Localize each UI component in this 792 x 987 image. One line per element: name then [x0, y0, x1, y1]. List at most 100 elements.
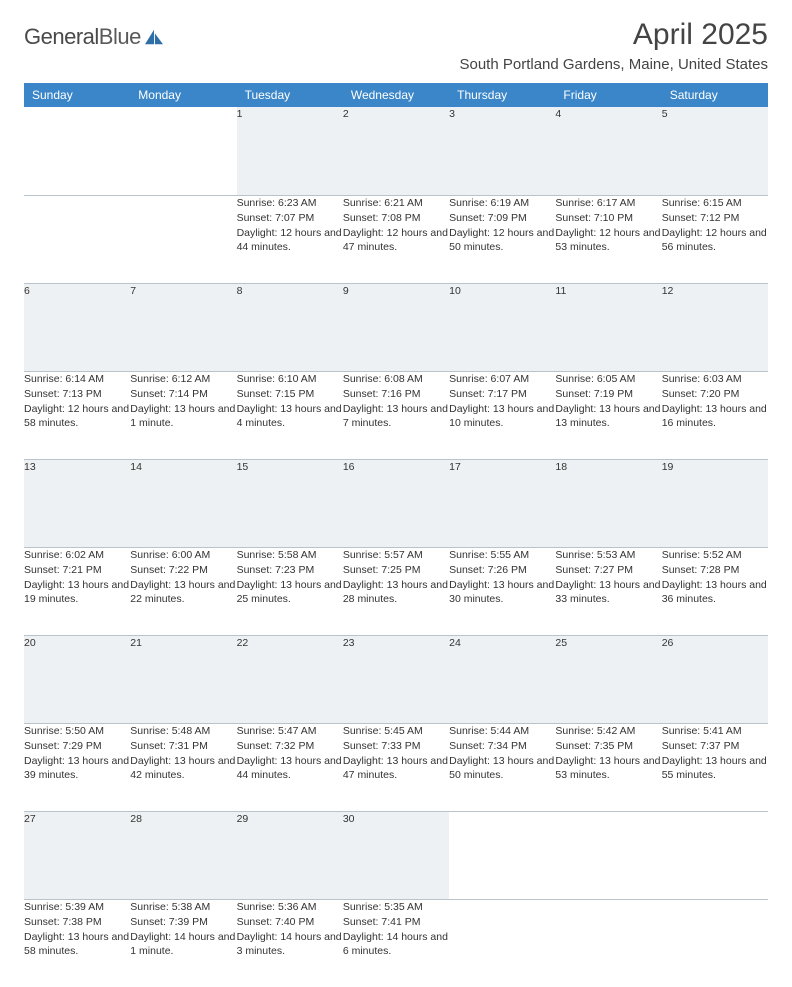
- sunrise-text: Sunrise: 5:41 AM: [662, 724, 768, 738]
- sunrise-text: Sunrise: 6:00 AM: [130, 548, 236, 562]
- sunset-text: Sunset: 7:35 PM: [555, 739, 661, 753]
- daylight-text: Daylight: 13 hours and 55 minutes.: [662, 754, 768, 782]
- day-number-cell: 10: [449, 283, 555, 371]
- day-content-cell: Sunrise: 5:36 AMSunset: 7:40 PMDaylight:…: [237, 899, 343, 987]
- day-number-cell: 6: [24, 283, 130, 371]
- day-content-cell: [24, 195, 130, 283]
- day-content-cell: Sunrise: 5:58 AMSunset: 7:23 PMDaylight:…: [237, 547, 343, 635]
- sunrise-text: Sunrise: 6:17 AM: [555, 196, 661, 210]
- day-content-cell: Sunrise: 5:52 AMSunset: 7:28 PMDaylight:…: [662, 547, 768, 635]
- day-content-cell: Sunrise: 6:08 AMSunset: 7:16 PMDaylight:…: [343, 371, 449, 459]
- sunset-text: Sunset: 7:32 PM: [237, 739, 343, 753]
- daylight-text: Daylight: 14 hours and 3 minutes.: [237, 930, 343, 958]
- daylight-text: Daylight: 13 hours and 36 minutes.: [662, 578, 768, 606]
- day-content-cell: Sunrise: 6:07 AMSunset: 7:17 PMDaylight:…: [449, 371, 555, 459]
- daylight-text: Daylight: 12 hours and 53 minutes.: [555, 226, 661, 254]
- sunrise-text: Sunrise: 6:02 AM: [24, 548, 130, 562]
- sunset-text: Sunset: 7:25 PM: [343, 563, 449, 577]
- col-wednesday: Wednesday: [343, 83, 449, 107]
- sunset-text: Sunset: 7:13 PM: [24, 387, 130, 401]
- day-content-cell: [130, 195, 236, 283]
- page-header: GeneralBlue April 2025 South Portland Ga…: [24, 18, 768, 73]
- sunrise-text: Sunrise: 6:15 AM: [662, 196, 768, 210]
- daylight-text: Daylight: 13 hours and 13 minutes.: [555, 402, 661, 430]
- day-number-cell: 13: [24, 459, 130, 547]
- day-content-cell: [555, 899, 661, 987]
- day-number-row: 6789101112: [24, 283, 768, 371]
- daylight-text: Daylight: 13 hours and 7 minutes.: [343, 402, 449, 430]
- day-content-cell: Sunrise: 5:38 AMSunset: 7:39 PMDaylight:…: [130, 899, 236, 987]
- daylight-text: Daylight: 13 hours and 44 minutes.: [237, 754, 343, 782]
- sunrise-text: Sunrise: 5:42 AM: [555, 724, 661, 738]
- brand-word-1: General: [24, 24, 99, 49]
- daylight-text: Daylight: 12 hours and 44 minutes.: [237, 226, 343, 254]
- sunrise-text: Sunrise: 5:48 AM: [130, 724, 236, 738]
- daylight-text: Daylight: 13 hours and 28 minutes.: [343, 578, 449, 606]
- day-number-cell: 25: [555, 635, 661, 723]
- daylight-text: Daylight: 12 hours and 50 minutes.: [449, 226, 555, 254]
- day-number-cell: 2: [343, 107, 449, 195]
- day-number-cell: 8: [237, 283, 343, 371]
- sunrise-text: Sunrise: 5:55 AM: [449, 548, 555, 562]
- day-content-row: Sunrise: 6:02 AMSunset: 7:21 PMDaylight:…: [24, 547, 768, 635]
- daylight-text: Daylight: 13 hours and 53 minutes.: [555, 754, 661, 782]
- daylight-text: Daylight: 12 hours and 47 minutes.: [343, 226, 449, 254]
- title-block: April 2025 South Portland Gardens, Maine…: [459, 18, 768, 73]
- day-number-row: 13141516171819: [24, 459, 768, 547]
- sunrise-text: Sunrise: 5:57 AM: [343, 548, 449, 562]
- day-content-cell: Sunrise: 6:23 AMSunset: 7:07 PMDaylight:…: [237, 195, 343, 283]
- daylight-text: Daylight: 13 hours and 4 minutes.: [237, 402, 343, 430]
- day-number-cell: [662, 811, 768, 899]
- sunset-text: Sunset: 7:09 PM: [449, 211, 555, 225]
- sunrise-text: Sunrise: 6:23 AM: [237, 196, 343, 210]
- day-number-cell: 3: [449, 107, 555, 195]
- daylight-text: Daylight: 13 hours and 50 minutes.: [449, 754, 555, 782]
- daylight-text: Daylight: 13 hours and 16 minutes.: [662, 402, 768, 430]
- day-content-cell: Sunrise: 5:42 AMSunset: 7:35 PMDaylight:…: [555, 723, 661, 811]
- daylight-text: Daylight: 13 hours and 22 minutes.: [130, 578, 236, 606]
- weekday-header-row: Sunday Monday Tuesday Wednesday Thursday…: [24, 83, 768, 107]
- calendar-page: GeneralBlue April 2025 South Portland Ga…: [0, 0, 792, 612]
- sunset-text: Sunset: 7:28 PM: [662, 563, 768, 577]
- sunset-text: Sunset: 7:27 PM: [555, 563, 661, 577]
- day-content-row: Sunrise: 5:50 AMSunset: 7:29 PMDaylight:…: [24, 723, 768, 811]
- sunset-text: Sunset: 7:33 PM: [343, 739, 449, 753]
- day-content-row: Sunrise: 6:23 AMSunset: 7:07 PMDaylight:…: [24, 195, 768, 283]
- day-number-row: 20212223242526: [24, 635, 768, 723]
- daylight-text: Daylight: 13 hours and 25 minutes.: [237, 578, 343, 606]
- sunset-text: Sunset: 7:17 PM: [449, 387, 555, 401]
- day-content-cell: Sunrise: 6:21 AMSunset: 7:08 PMDaylight:…: [343, 195, 449, 283]
- day-number-cell: [24, 107, 130, 195]
- day-content-cell: Sunrise: 6:17 AMSunset: 7:10 PMDaylight:…: [555, 195, 661, 283]
- sunrise-text: Sunrise: 5:45 AM: [343, 724, 449, 738]
- day-content-cell: Sunrise: 5:39 AMSunset: 7:38 PMDaylight:…: [24, 899, 130, 987]
- day-content-cell: Sunrise: 6:19 AMSunset: 7:09 PMDaylight:…: [449, 195, 555, 283]
- day-content-row: Sunrise: 5:39 AMSunset: 7:38 PMDaylight:…: [24, 899, 768, 987]
- day-content-cell: Sunrise: 6:03 AMSunset: 7:20 PMDaylight:…: [662, 371, 768, 459]
- sunrise-text: Sunrise: 6:05 AM: [555, 372, 661, 386]
- sunset-text: Sunset: 7:07 PM: [237, 211, 343, 225]
- day-content-cell: Sunrise: 5:53 AMSunset: 7:27 PMDaylight:…: [555, 547, 661, 635]
- daylight-text: Daylight: 14 hours and 6 minutes.: [343, 930, 449, 958]
- col-monday: Monday: [130, 83, 236, 107]
- sunrise-text: Sunrise: 6:19 AM: [449, 196, 555, 210]
- sunrise-text: Sunrise: 6:08 AM: [343, 372, 449, 386]
- col-sunday: Sunday: [24, 83, 130, 107]
- daylight-text: Daylight: 13 hours and 30 minutes.: [449, 578, 555, 606]
- day-content-cell: Sunrise: 6:12 AMSunset: 7:14 PMDaylight:…: [130, 371, 236, 459]
- day-number-cell: 27: [24, 811, 130, 899]
- day-number-cell: 15: [237, 459, 343, 547]
- sunrise-text: Sunrise: 5:53 AM: [555, 548, 661, 562]
- day-content-cell: Sunrise: 5:48 AMSunset: 7:31 PMDaylight:…: [130, 723, 236, 811]
- sunset-text: Sunset: 7:40 PM: [237, 915, 343, 929]
- day-content-cell: Sunrise: 5:50 AMSunset: 7:29 PMDaylight:…: [24, 723, 130, 811]
- sunrise-text: Sunrise: 5:52 AM: [662, 548, 768, 562]
- day-number-cell: 5: [662, 107, 768, 195]
- day-number-cell: 23: [343, 635, 449, 723]
- day-number-cell: 21: [130, 635, 236, 723]
- day-number-cell: 11: [555, 283, 661, 371]
- daylight-text: Daylight: 12 hours and 56 minutes.: [662, 226, 768, 254]
- sunset-text: Sunset: 7:20 PM: [662, 387, 768, 401]
- day-number-row: 27282930: [24, 811, 768, 899]
- day-number-cell: 19: [662, 459, 768, 547]
